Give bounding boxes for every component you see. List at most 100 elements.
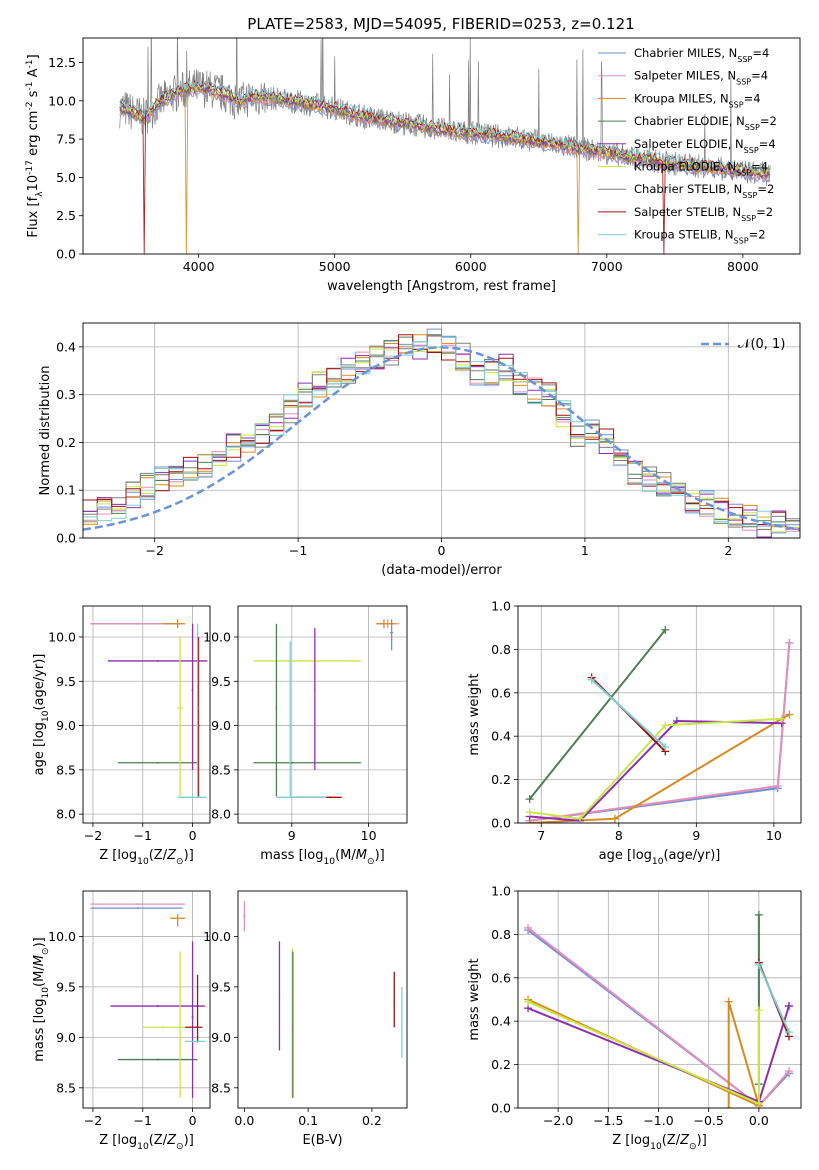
- errorbar-salpeter-elodie: [191, 623, 194, 770]
- errorbar-chabrier-elodie: [117, 1058, 198, 1061]
- x-tick-label: 0.2: [362, 1113, 382, 1128]
- x-axis-label: age [log10(age/yr)]: [599, 848, 721, 867]
- x-tick-label: 8000: [727, 259, 759, 274]
- y-tick-label: 0.3: [56, 387, 76, 402]
- y-tick-label: 0.0: [491, 816, 511, 831]
- data-point: [784, 1002, 793, 1011]
- x-tick-label: −2: [84, 1113, 102, 1128]
- x-tick-label: 9: [692, 828, 700, 843]
- axes-frame: [82, 890, 211, 1109]
- plot-area: [243, 901, 403, 1098]
- x-tick-label: −0.5: [693, 1113, 723, 1128]
- errorbar-kroupa-stelib: [276, 796, 327, 799]
- x-tick-label: −2.0: [543, 1113, 573, 1128]
- axes-frame: [237, 890, 408, 1109]
- data-point: [785, 638, 794, 647]
- data-point: [524, 923, 533, 932]
- x-tick-label: −1.5: [593, 1113, 623, 1128]
- x-tick-label: 10: [766, 828, 782, 843]
- errorbar-chabrier-elodie: [292, 951, 294, 1098]
- data-point: [724, 1104, 733, 1108]
- y-tick-label: 0.4: [56, 339, 76, 354]
- y-tick-label: 0.6: [491, 970, 511, 985]
- data-point: [661, 743, 670, 752]
- figure-title: PLATE=2583, MJD=54095, FIBERID=0253, z=0…: [247, 15, 634, 33]
- data-point: [785, 710, 794, 719]
- y-tick-label: 0.4: [491, 729, 511, 744]
- y-tick-label: 8.5: [211, 1080, 231, 1095]
- panel-mass-vs-Z: −2 −1 0 8.5 9.0 9.5 10.0 Z [log10(Z/Z⊙)] mass [l…: [32, 890, 211, 1152]
- x-tick-label: 5000: [319, 259, 351, 274]
- x-axis-label: Z [log10(Z/Z⊙)]: [99, 848, 194, 867]
- series-line-chabrier-elodie: [528, 629, 667, 800]
- y-tick-label: 8.5: [56, 1080, 76, 1095]
- data-point: [784, 1067, 793, 1076]
- data-point: [672, 717, 681, 726]
- y-axis-label: Flux [fλ10-17 erg cm-2 s-1 A-1]: [25, 54, 45, 237]
- errorbar-chabrier-elodie: [117, 761, 198, 764]
- data-point: [777, 714, 786, 723]
- y-tick-label: 9.0: [211, 718, 231, 733]
- y-tick-label: 0.2: [56, 435, 76, 450]
- legend-entry: Chabrier MILES, NSSP=4: [634, 46, 769, 64]
- y-tick-label: 9.5: [56, 674, 76, 689]
- errorbar-salpeter-stelib: [185, 974, 203, 1043]
- y-tick-label: 0.0: [56, 247, 76, 262]
- histogram-salpeter-stelib: [83, 334, 800, 525]
- y-tick-label: 9.0: [211, 1030, 231, 1045]
- x-tick-label: 0: [438, 543, 446, 558]
- errorbar-salpeter-elodie: [278, 941, 281, 1051]
- axes-frame: [517, 605, 802, 824]
- data-point: [754, 1006, 763, 1015]
- errorbar-kroupa-stelib: [185, 1040, 206, 1043]
- legend-entry: Salpeter MILES, NSSP=4: [634, 69, 768, 87]
- legend-entry: Chabrier STELIB, NSSP=2: [634, 182, 774, 200]
- y-tick-label: 0.2: [491, 1057, 511, 1072]
- y-tick-label: 0.1: [56, 483, 76, 498]
- x-axis-label: mass [log10(M/M⊙)]: [260, 848, 384, 867]
- x-tick-label: 1: [581, 543, 589, 558]
- y-tick-label: 9.5: [211, 979, 231, 994]
- errorbar-kroupa-stelib: [288, 641, 292, 797]
- errorbar-kroupa-elodie: [253, 660, 361, 662]
- plot-area: [90, 903, 206, 1098]
- x-axis-label: wavelength [Angstrom, rest frame]: [327, 279, 556, 294]
- x-tick-label: 10: [361, 828, 377, 843]
- panel-massweight-vs-Z: −2.0 −1.5 −1.0 −0.5 0.0 0.0 0.2 0.4 0.6 0.8 1.0 Z […: [467, 884, 802, 1152]
- y-tick-label: 0.6: [491, 685, 511, 700]
- errorbar-kroupa-miles: [170, 914, 186, 927]
- y-tick-label: 8.0: [211, 807, 231, 822]
- data-point: [661, 625, 670, 634]
- errorbar-kroupa-miles: [162, 619, 186, 629]
- y-axis-label: mass [log10(M/M⊙)]: [32, 937, 51, 1061]
- y-tick-label: 9.5: [211, 674, 231, 689]
- model-line-salpeter-miles: [119, 86, 771, 183]
- plot-area: [525, 625, 794, 823]
- y-tick-label: 0.0: [56, 531, 76, 546]
- y-tick-label: 0.4: [491, 1014, 511, 1029]
- data-point: [773, 782, 782, 791]
- data-point: [610, 814, 619, 823]
- x-tick-label: 9: [288, 828, 296, 843]
- x-tick-label: −1: [134, 828, 152, 843]
- plot-area: [119, 38, 771, 254]
- normal-curve: [83, 346, 800, 531]
- panel-age-vs-Z: −2 −1 0 8.0 8.5 9.0 9.5 10.0 Z [log10(Z/Z⊙)] age …: [32, 605, 211, 867]
- plot-area: [524, 910, 793, 1108]
- y-tick-label: 8.5: [211, 762, 231, 777]
- errorbar-kroupa-elodie: [179, 951, 182, 1098]
- y-tick-label: 1.0: [491, 599, 511, 614]
- legend: Chabrier MILES, NSSP=4 Salpeter MILES, NS…: [598, 46, 777, 245]
- y-tick-label: 0.0: [491, 1101, 511, 1116]
- errorbar-salpeter-miles: [243, 901, 246, 932]
- y-axis-label: Normed distribution: [38, 366, 53, 496]
- series-line-kroupa-stelib: [757, 964, 790, 1033]
- errorbar-salpeter-elodie: [110, 1005, 206, 1008]
- errorbar-chabrier-miles: [390, 619, 394, 651]
- data-point: [754, 1099, 763, 1108]
- x-tick-label: −1: [289, 543, 307, 558]
- y-tick-label: 7.5: [56, 132, 76, 147]
- x-tick-label: 0.0: [749, 1113, 769, 1128]
- legend-entry: Salpeter ELODIE, NSSP=4: [634, 137, 776, 155]
